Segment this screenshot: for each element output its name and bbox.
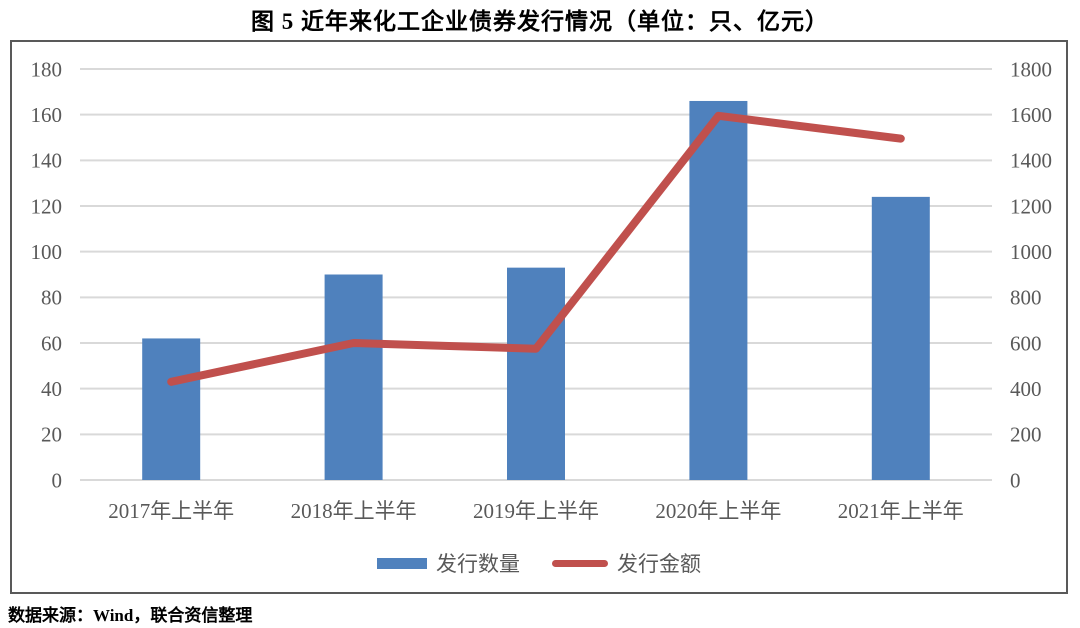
right-axis-tick-label: 600 [1010, 331, 1042, 355]
left-axis-tick-label: 40 [41, 377, 62, 401]
legend-label-issue-amount: 发行金额 [617, 552, 701, 576]
right-axis-tick-label: 1800 [1010, 57, 1052, 81]
left-axis-tick-label: 140 [31, 149, 63, 173]
legend-label-issue-count: 发行数量 [436, 552, 520, 576]
right-axis-tick-label: 0 [1010, 468, 1021, 492]
bar-2017年上半年 [142, 338, 201, 480]
category-label: 2018年上半年 [291, 499, 417, 523]
right-axis-tick-label: 1000 [1010, 240, 1052, 264]
right-axis-tick-label: 1200 [1010, 194, 1052, 218]
category-label: 2019年上半年 [473, 499, 599, 523]
bar-2018年上半年 [324, 274, 383, 480]
category-label: 2021年上半年 [838, 499, 964, 523]
left-axis-tick-label: 80 [41, 286, 62, 310]
left-axis-tick-label: 160 [31, 103, 63, 127]
left-axis-tick-label: 120 [31, 194, 63, 218]
data-source-note: 数据来源：Wind，联合资信整理 [8, 606, 253, 625]
left-axis-tick-label: 20 [41, 423, 62, 447]
right-axis-tick-label: 1600 [1010, 103, 1052, 127]
line-series-swatch-icon [552, 559, 608, 567]
left-axis-tick-label: 60 [41, 331, 62, 355]
bar-2021年上半年 [871, 196, 930, 480]
right-axis-tick-label: 800 [1010, 286, 1042, 310]
chart-title: 图 5 近年来化工企业债券发行情况（单位：只、亿元） [251, 9, 829, 34]
legend: 发行数量 发行金额 [12, 548, 1066, 578]
line-series [167, 111, 905, 386]
right-axis-tick-label: 200 [1010, 423, 1042, 447]
right-axis-tick-label: 1400 [1010, 149, 1052, 173]
bar-series-swatch-icon [377, 557, 427, 569]
legend-item-issue-count: 发行数量 [377, 548, 520, 578]
combo-chart: 0 0 20 200 40 400 60 600 80 800 100 1000 120 1200 140 1… [31, 57, 1053, 523]
category-label: 2017年上半年 [108, 499, 234, 523]
left-axis-tick-label: 100 [31, 240, 63, 264]
left-axis-tick-label: 0 [52, 468, 63, 492]
bar-2020年上半年 [689, 100, 748, 480]
chart-plot-area: 0 0 20 200 40 400 60 600 80 800 100 1000 120 1200 140 1… [10, 40, 1068, 594]
bar-2019年上半年 [507, 267, 565, 480]
right-axis-tick-label: 400 [1010, 377, 1042, 401]
legend-item-issue-amount: 发行金额 [552, 548, 701, 578]
left-axis-tick-label: 180 [31, 57, 63, 81]
category-label: 2020年上半年 [655, 499, 781, 523]
